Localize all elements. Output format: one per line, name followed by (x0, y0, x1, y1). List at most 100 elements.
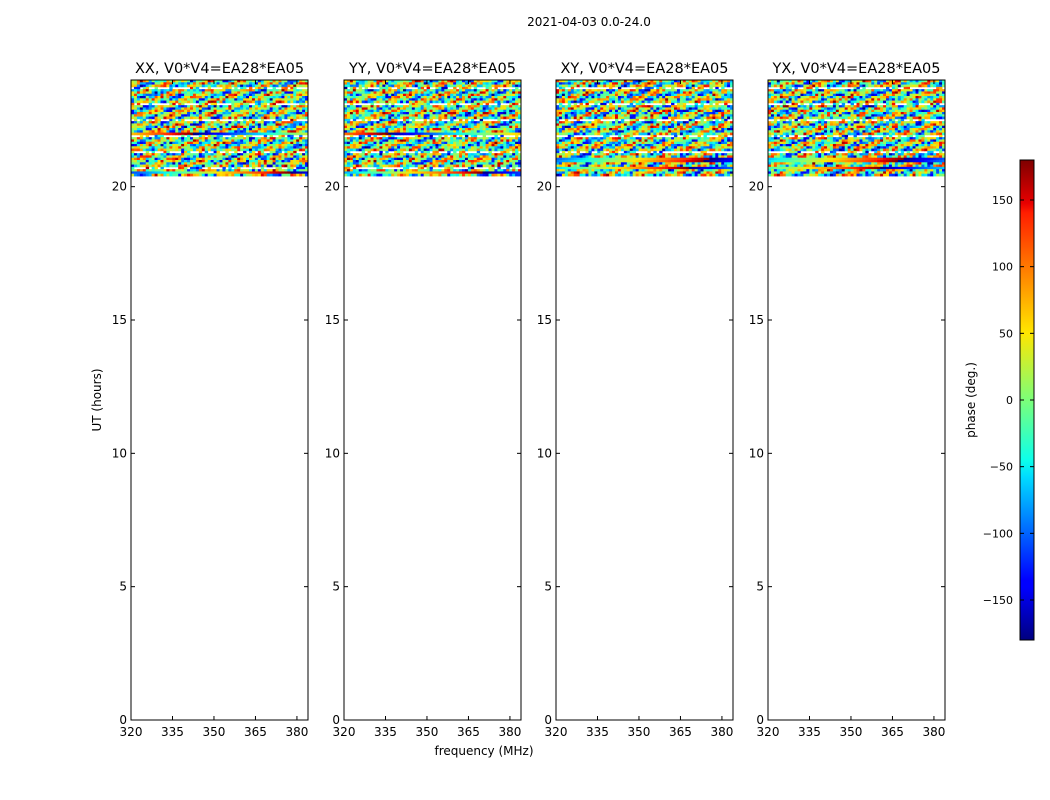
heatmap-cell (709, 80, 713, 83)
heatmap-cell (676, 82, 681, 85)
heatmap-cell (281, 153, 285, 156)
heatmap-cell (210, 157, 214, 161)
heatmap-cell (246, 91, 250, 95)
heatmap-cell (397, 162, 401, 165)
heatmap-cell (379, 173, 383, 177)
heatmap-cell (456, 162, 460, 165)
heatmap-cell (269, 116, 273, 120)
heatmap-cell (450, 98, 454, 101)
heatmap-cell (470, 91, 475, 95)
heatmap-cell (299, 125, 303, 129)
heatmap-cell (506, 160, 510, 163)
heatmap-cell (154, 93, 158, 97)
heatmap-cell (249, 82, 253, 85)
heatmap-cell (358, 89, 363, 92)
heatmap-cell (509, 114, 513, 117)
heatmap-cell (500, 93, 504, 97)
heatmap-cell (488, 123, 492, 127)
heatmap-cell (187, 112, 191, 115)
heatmap-cell (603, 89, 607, 92)
heatmap-cell (388, 130, 392, 133)
heatmap-cell (293, 123, 297, 127)
heatmap-cell (497, 102, 501, 106)
heatmap-cell (411, 162, 416, 165)
heatmap-cell (464, 160, 469, 163)
heatmap-cell (266, 80, 271, 83)
heatmap-cell (246, 125, 250, 129)
heatmap-cell (506, 96, 510, 99)
heatmap-cell (512, 169, 516, 172)
heatmap-cell (269, 84, 273, 88)
heatmap-cell (192, 107, 197, 111)
heatmap-cell (349, 102, 354, 106)
heatmap-cell (344, 162, 348, 165)
heatmap-cell (367, 89, 371, 92)
heatmap-cell (190, 112, 194, 115)
heatmap-cell (269, 93, 273, 97)
heatmap-cell (503, 169, 507, 172)
heatmap-cell (344, 93, 348, 97)
heatmap-cell (222, 96, 226, 99)
heatmap-cell (379, 144, 383, 147)
heatmap-cell (184, 132, 188, 136)
heatmap-cell (453, 137, 457, 140)
heatmap-cell (518, 112, 522, 115)
heatmap-cell (169, 107, 173, 111)
heatmap-cell (222, 89, 226, 92)
heatmap-cell (299, 134, 303, 138)
heatmap-cell (420, 141, 425, 145)
heatmap-cell (411, 107, 416, 111)
heatmap-cell (364, 96, 368, 99)
heatmap-cell (388, 100, 392, 104)
heatmap-cell (456, 102, 460, 106)
heatmap-cell (346, 118, 351, 122)
heatmap-cell (201, 171, 206, 175)
heatmap-cell (464, 107, 469, 111)
heatmap-cell (411, 121, 416, 124)
heatmap-cell (647, 80, 651, 83)
heatmap-cell (438, 171, 442, 175)
heatmap-cell (139, 96, 144, 99)
heatmap-cell (349, 141, 354, 145)
heatmap-cell (278, 107, 282, 111)
heatmap-cell (659, 84, 663, 88)
heatmap-cell (503, 109, 507, 113)
heatmap-cell (379, 116, 383, 120)
heatmap-cell (154, 121, 158, 124)
heatmap-cell (251, 84, 256, 88)
heatmap-cell (500, 116, 504, 120)
heatmap-cell (195, 141, 200, 145)
heatmap-cell (426, 155, 430, 159)
heatmap-cell (210, 153, 214, 156)
heatmap-cell (400, 112, 404, 115)
heatmap-cell (213, 105, 217, 108)
heatmap-cell (515, 91, 519, 95)
heatmap-cell (213, 84, 217, 88)
heatmap-cell (635, 89, 639, 92)
heatmap-cell (207, 125, 212, 129)
heatmap-cell (344, 121, 348, 124)
heatmap-cell (269, 80, 273, 83)
heatmap-cell (290, 148, 294, 152)
heatmap-cell (414, 132, 419, 136)
heatmap-cell (479, 93, 484, 97)
heatmap-cell (344, 128, 348, 131)
heatmap-cell (456, 125, 460, 129)
heatmap-cell (190, 137, 194, 140)
heatmap-cell (136, 148, 141, 152)
heatmap-cell (284, 93, 288, 97)
heatmap-cell (266, 162, 271, 165)
heatmap-cell (373, 162, 377, 165)
heatmap-cell (441, 116, 445, 120)
heatmap-cell (459, 157, 463, 161)
heatmap-cell (249, 153, 253, 156)
heatmap-cell (408, 141, 413, 145)
heatmap-cell (234, 100, 238, 104)
heatmap-cell (429, 91, 433, 95)
heatmap-cell (512, 112, 516, 115)
heatmap-cell (184, 82, 188, 85)
heatmap-cell (352, 169, 357, 172)
heatmap-cell (305, 125, 309, 129)
heatmap-cell (243, 150, 247, 154)
heatmap-cell (385, 121, 389, 124)
